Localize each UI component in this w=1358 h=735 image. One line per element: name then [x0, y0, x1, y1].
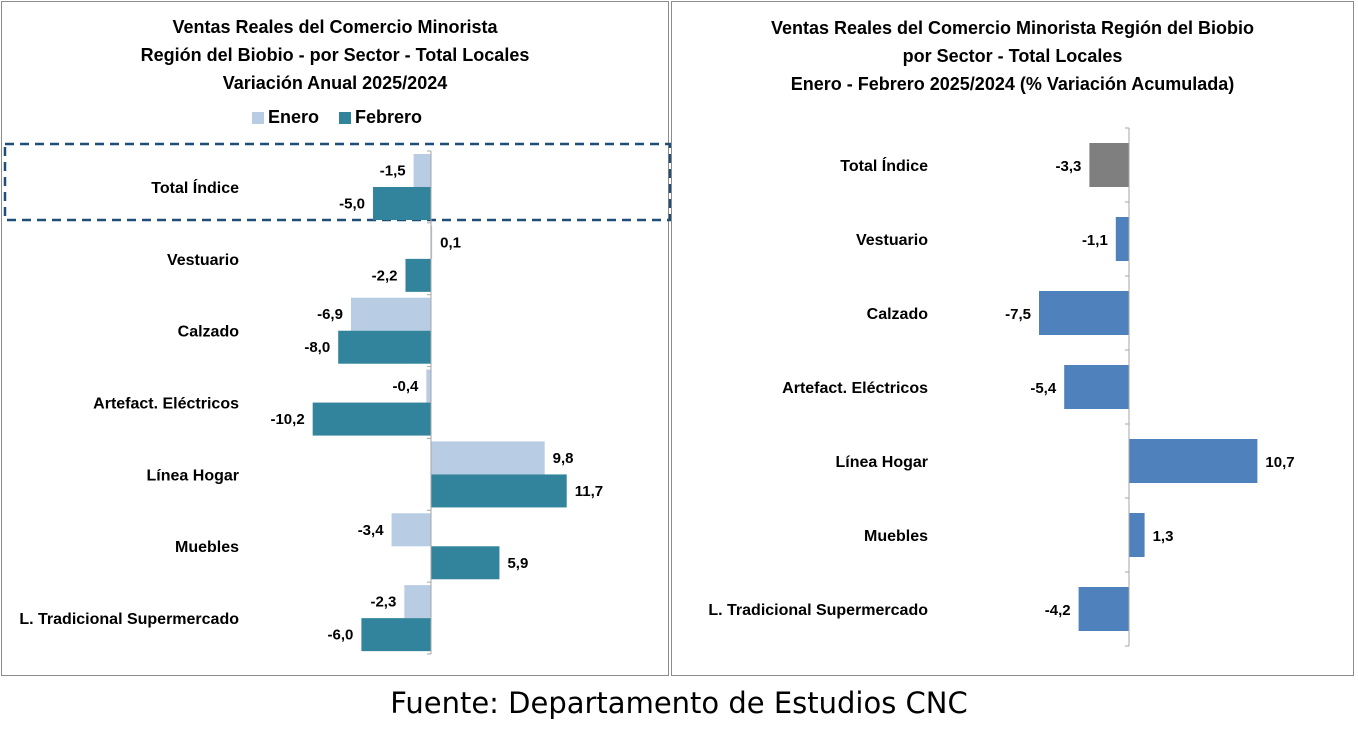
bar-acumulada [1089, 143, 1129, 187]
data-label: -1,1 [1082, 232, 1108, 249]
data-label: -10,2 [270, 411, 304, 428]
chart-panel-right: Ventas Reales del Comercio Minorista Reg… [671, 1, 1354, 676]
data-label: 5,9 [507, 555, 528, 572]
category-label: Línea Hogar [836, 454, 928, 471]
bar-febrero [431, 474, 567, 508]
chart-title-line: Enero - Febrero 2025/2024 (% Variación A… [790, 74, 1235, 94]
data-label: -5,0 [339, 196, 365, 213]
bar-acumulada [1078, 587, 1129, 631]
bar-febrero [373, 187, 431, 220]
bar-acumulada [1129, 513, 1145, 557]
data-label: 10,7 [1265, 454, 1294, 471]
source-note: Fuente: Departamento de Estudios CNC [390, 686, 968, 720]
data-label: 0,1 [440, 234, 461, 251]
bar-febrero [312, 402, 431, 436]
category-label: Línea Hogar [147, 467, 239, 484]
bar-chart-left: Total Índice -1,5 -5,0 Vestuario 0,1 -2,2 Calz… [3, 142, 672, 655]
data-label: -1,5 [380, 163, 406, 180]
bar-enero [431, 225, 433, 259]
data-label: 9,8 [553, 450, 574, 467]
chart-panel-left: Ventas Reales del Comercio Minorista Reg… [1, 1, 672, 676]
chart-title-line: Ventas Reales del Comercio Minorista [172, 17, 498, 37]
bar-febrero [338, 330, 431, 364]
chart-title-right: Ventas Reales del Comercio Minorista Reg… [672, 14, 1353, 98]
bar-febrero [361, 618, 431, 652]
legend-swatch-febrero [339, 111, 352, 124]
legend-item-enero: Enero [252, 107, 319, 128]
bar-acumulada [1115, 217, 1129, 261]
legend-label-febrero: Febrero [355, 107, 423, 127]
bar-acumulada [1129, 439, 1258, 483]
chart-title-line: Región del Biobio - por Sector - Total L… [140, 45, 530, 65]
chart-title-left: Ventas Reales del Comercio Minorista Reg… [2, 13, 668, 97]
highlight-box [3, 142, 672, 222]
data-label: -0,4 [393, 378, 420, 395]
bar-enero [404, 585, 431, 619]
category-label: L. Tradicional Supermercado [708, 602, 928, 619]
category-label: Calzado [867, 306, 929, 323]
legend-label-enero: Enero [268, 107, 320, 127]
bar-acumulada [1039, 291, 1129, 335]
bar-febrero [431, 546, 500, 580]
category-label: Total Índice [840, 156, 928, 175]
chart-title-line: Variación Anual 2025/2024 [222, 73, 448, 93]
legend-swatch-enero [252, 111, 264, 124]
category-label: L. Tradicional Supermercado [19, 611, 239, 628]
category-label: Artefact. Eléctricos [93, 396, 239, 413]
bar-enero [350, 297, 431, 331]
category-label: Calzado [178, 324, 240, 341]
chart-title-line: por Sector - Total Locales [902, 46, 1123, 66]
data-label: -3,4 [358, 522, 385, 539]
data-label: -8,0 [304, 339, 330, 356]
data-label: -6,9 [317, 306, 343, 323]
category-label: Muebles [175, 539, 239, 556]
bar-enero [426, 369, 431, 403]
bar-enero [431, 441, 545, 475]
bar-enero [391, 513, 431, 547]
chart-legend: Enero Febrero [252, 107, 436, 128]
data-label: 1,3 [1153, 528, 1174, 545]
category-label: Artefact. Eléctricos [782, 380, 928, 397]
data-label: -4,2 [1045, 602, 1071, 619]
category-label: Vestuario [167, 252, 239, 269]
data-label: -3,3 [1056, 158, 1082, 175]
category-label: Total Índice [151, 178, 239, 197]
data-label: 11,7 [575, 483, 603, 500]
category-label: Vestuario [856, 232, 928, 249]
legend-item-febrero: Febrero [339, 107, 422, 128]
data-label: -7,5 [1005, 306, 1031, 323]
data-label: -2,2 [372, 267, 398, 284]
category-label: Muebles [864, 528, 928, 545]
chart-title-line: Ventas Reales del Comercio Minorista Reg… [770, 18, 1255, 38]
bar-acumulada [1064, 365, 1129, 409]
data-label: -2,3 [370, 594, 396, 611]
bar-chart-right: Total Índice -3,3 Vestuario -1,1 Calzado -7,5… [708, 127, 1295, 647]
bar-febrero [405, 258, 431, 292]
bar-enero [413, 154, 431, 187]
data-label: -6,0 [328, 627, 354, 644]
data-label: -5,4 [1030, 380, 1057, 397]
